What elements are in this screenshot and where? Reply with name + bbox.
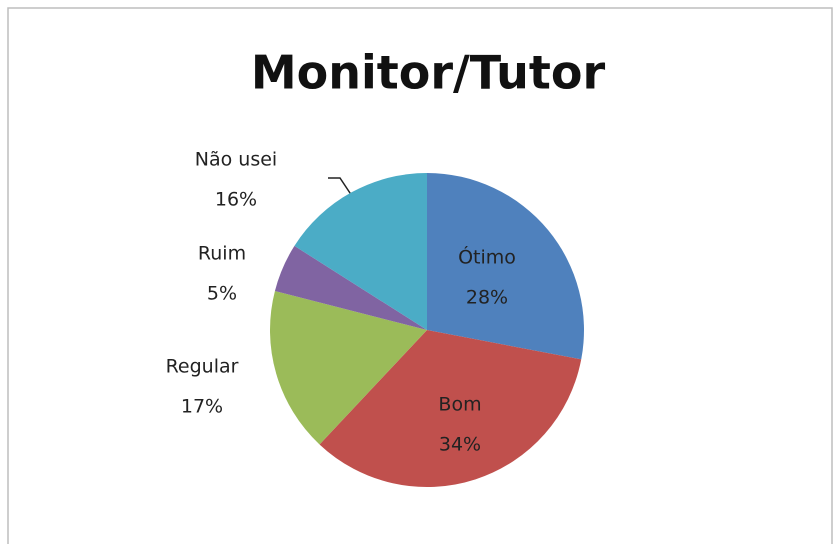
slice-value-label: 16% [215,189,257,211]
slice-value-label: 28% [466,287,508,309]
slice-value-label: 17% [181,396,223,418]
slice-category-label: Não usei [195,149,277,171]
chart-title: Monitor/Tutor [251,46,606,100]
slice-category-label: Ótimo [458,245,516,269]
pie-slice [319,330,582,488]
pie-slice [294,173,427,330]
leader-line [328,177,353,197]
slice-category-label: Bom [438,394,481,416]
slice-category-label: Regular [166,356,239,378]
slice-value-label: 5% [207,283,237,305]
pie-slice [269,290,427,445]
pie-slice [274,245,427,330]
pie-slice [427,173,585,360]
slice-category-label: Ruim [198,243,246,265]
slice-value-label: 34% [439,434,481,456]
